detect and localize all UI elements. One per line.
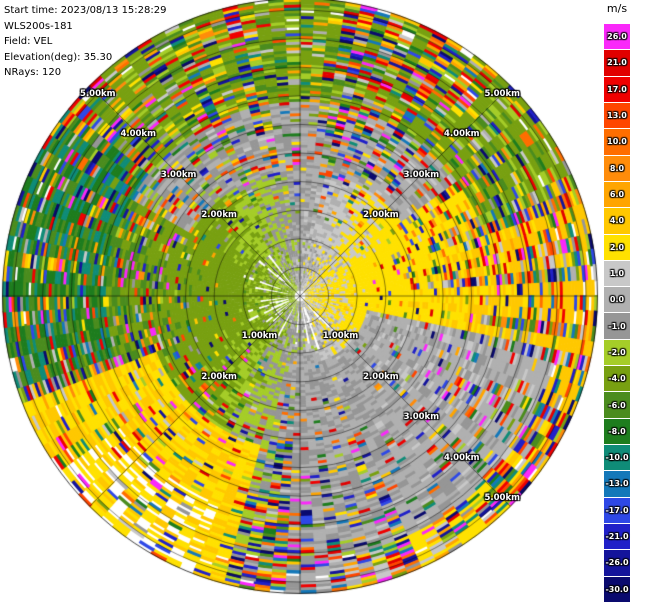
colorbar-block: -26.0 bbox=[604, 550, 630, 577]
colorbar-block-label: -1.0 bbox=[608, 321, 626, 331]
colorbar-block: 13.0 bbox=[604, 102, 630, 130]
colorbar-block: -2.0 bbox=[604, 339, 630, 367]
colorbar-block: 4.0 bbox=[604, 208, 630, 235]
colorbar-block: 17.0 bbox=[604, 76, 630, 103]
colorbar-block-label: -21.0 bbox=[605, 532, 629, 542]
colorbar-block-label: -10.0 bbox=[605, 453, 629, 463]
colorbar-block-label: 1.0 bbox=[609, 268, 625, 278]
annotation-field: Field: VEL bbox=[4, 36, 53, 47]
colorbar-block-label: 0.0 bbox=[609, 295, 625, 305]
colorbar-block: 0.0 bbox=[604, 287, 630, 314]
colorbar-block: 10.0 bbox=[604, 129, 630, 156]
colorbar-block-label: 6.0 bbox=[609, 190, 625, 200]
colorbar-block-label: -30.0 bbox=[605, 584, 629, 594]
colorbar-block: -8.0 bbox=[604, 418, 630, 445]
colorbar-block-label: -2.0 bbox=[608, 347, 626, 357]
annotation-instrument: WLS200s-181 bbox=[4, 20, 73, 32]
colorbar-block: 21.0 bbox=[604, 50, 630, 77]
colorbar-block-label: -17.0 bbox=[605, 505, 629, 515]
colorbar-block: 26.0 bbox=[604, 24, 630, 51]
colorbar-title: m/s bbox=[606, 2, 628, 15]
colorbar-block: -6.0 bbox=[604, 392, 630, 419]
colorbar-block: 2.0 bbox=[604, 234, 630, 261]
colorbar-block-label: -26.0 bbox=[605, 558, 629, 568]
colorbar-block-label: 17.0 bbox=[607, 84, 627, 94]
colorbar-block-label: -4.0 bbox=[608, 374, 626, 384]
colorbar-block-label: -6.0 bbox=[608, 400, 626, 410]
colorbar-block-label: 8.0 bbox=[609, 163, 625, 173]
colorbar-block: -21.0 bbox=[604, 523, 630, 551]
colorbar-block: 1.0 bbox=[604, 260, 630, 288]
annotation-start-time: Start time: 2023/08/13 15:28:29 bbox=[4, 5, 167, 16]
colorbar-block: -13.0 bbox=[604, 471, 630, 498]
colorbar-block: -17.0 bbox=[604, 497, 630, 524]
colorbar-block: -10.0 bbox=[604, 445, 630, 472]
colorbar-block: -4.0 bbox=[604, 366, 630, 393]
colorbar-block-label: -13.0 bbox=[605, 479, 629, 489]
colorbar-block: 8.0 bbox=[604, 155, 630, 182]
colorbar-block: 6.0 bbox=[604, 181, 630, 209]
colorbar-block-label: 2.0 bbox=[609, 242, 625, 252]
plot-annotations: Start time: 2023/08/13 15:28:29 WLS200s-… bbox=[4, 3, 166, 81]
colorbar-block-label: 26.0 bbox=[607, 32, 627, 42]
colorbar: 26.0 21.0 17.0 13.0 10.0 8.0 6.0 4.0 2.0 1.0 0.0 -1… bbox=[604, 24, 630, 602]
colorbar-block-label: 13.0 bbox=[607, 111, 627, 121]
annotation-nrays: NRays: 120 bbox=[4, 67, 62, 78]
annotation-elevation: Elevation(deg): 35.30 bbox=[4, 51, 113, 63]
colorbar-block-label: 21.0 bbox=[607, 58, 627, 68]
colorbar-block-label: -8.0 bbox=[608, 426, 626, 436]
colorbar-block-label: 10.0 bbox=[607, 137, 627, 147]
colorbar-block: -30.0 bbox=[604, 576, 630, 602]
colorbar-block-label: 4.0 bbox=[609, 216, 625, 226]
colorbar-block: -1.0 bbox=[604, 313, 630, 340]
